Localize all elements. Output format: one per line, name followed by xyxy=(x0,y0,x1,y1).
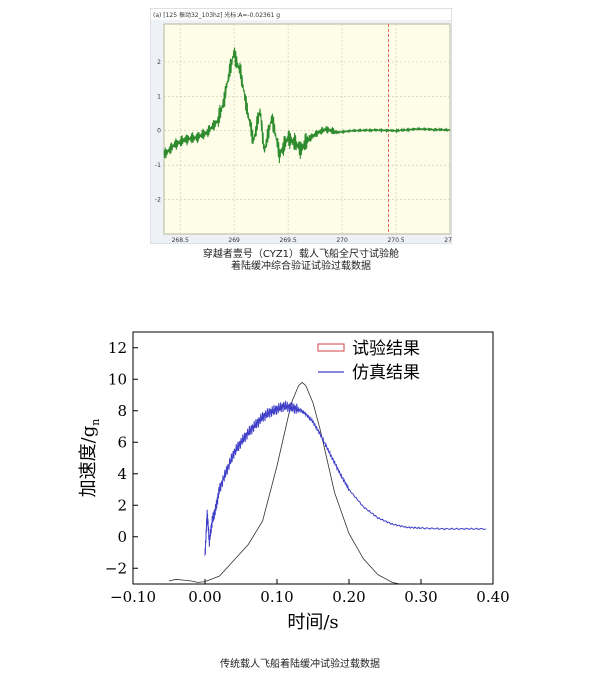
test-chart-header: (a) [125 振动32_103hz] 光标:A=-0.02361 g xyxy=(153,11,280,19)
caption-comparison-chart: 传统载人飞船着陆缓冲试验过载数据 xyxy=(220,659,380,670)
comparison-ticks: −0.10 0.00 0.10 0.20 0.30 0.40 12 10 8 6 4 2 0 −2 xyxy=(105,339,510,606)
y-tick-label: 4 xyxy=(117,465,127,483)
caption-test-chart: 穿越者壹号（CYZ1）载人飞船全尺寸试验舱 着陆缓冲综合验证试验过载数据 xyxy=(150,249,452,273)
test-xtick-label: 269.5 xyxy=(280,237,297,244)
caption-test-line2: 着陆缓冲综合验证试验过载数据 xyxy=(231,261,371,272)
legend-label: 仿真结果 xyxy=(352,363,420,383)
y-tick-label: −2 xyxy=(105,559,127,577)
test-xtick-label: 270 xyxy=(336,237,348,244)
test-xtick-label: 268.5 xyxy=(172,237,189,244)
y-tick-label: 12 xyxy=(108,339,127,357)
test-chart-header-bar xyxy=(151,9,451,20)
comparison-series xyxy=(168,381,486,585)
y-axis-label-subscript: n xyxy=(89,419,102,426)
svg-text:加速度/gn: 加速度/gn xyxy=(78,419,102,498)
test-ytick-label: -1 xyxy=(155,162,161,169)
x-tick-label: 0.40 xyxy=(476,588,509,606)
y-tick-label: 8 xyxy=(117,402,127,420)
test-ytick-label: 2 xyxy=(157,59,161,66)
x-tick-label: 0.00 xyxy=(188,588,221,606)
test-xtick-label: 269 xyxy=(228,237,240,244)
test-ytick-label: 0 xyxy=(157,128,161,135)
x-tick-label: 0.20 xyxy=(332,588,365,606)
y-tick-label: 0 xyxy=(117,528,127,546)
y-axis-label-main: 加速度/g xyxy=(78,426,99,498)
test-ticks: 268.5 269 269.5 270 270.5 271 2 1 0 -1 -2 xyxy=(155,59,456,244)
series-line-test-result xyxy=(168,381,400,585)
y-tick-label: 10 xyxy=(108,370,127,388)
x-tick-label: 0.10 xyxy=(260,588,293,606)
comparison-axes-frame xyxy=(132,331,494,585)
test-ytick-label: 1 xyxy=(157,93,161,100)
legend-swatch-test xyxy=(317,343,345,352)
y-axis-label: 加速度/gn xyxy=(78,419,102,498)
x-tick-label: 0.30 xyxy=(404,588,437,606)
test-series-line xyxy=(163,47,451,164)
comparison-chart-svg: −0.10 0.00 0.10 0.20 0.30 0.40 12 10 8 6 4 2 0 −2 试验结… xyxy=(78,331,510,633)
caption-test-line1: 穿越者壹号（CYZ1）载人飞船全尺寸试验舱 xyxy=(202,249,400,260)
x-tick-label: −0.10 xyxy=(110,588,156,606)
series-line-simulation-result xyxy=(204,400,486,556)
x-axis-label: 时间/s xyxy=(287,612,338,633)
test-grid xyxy=(164,24,451,234)
comparison-chart-panel: −0.10 0.00 0.10 0.20 0.30 0.40 12 10 8 6 4 2 0 −2 试验结… xyxy=(78,310,518,645)
legend-label: 试验结果 xyxy=(352,339,420,359)
test-ytick-label: -2 xyxy=(155,197,161,204)
test-xtick-label: 271 xyxy=(444,237,452,244)
test-xtick-label: 270.5 xyxy=(387,237,404,244)
y-tick-label: 2 xyxy=(117,496,127,514)
test-chart-panel: (a) [125 振动32_103hz] 光标:A=-0.02361 g 268… xyxy=(149,7,456,245)
y-tick-label: 6 xyxy=(117,433,127,451)
test-chart-svg: (a) [125 振动32_103hz] 光标:A=-0.02361 g 268… xyxy=(149,7,456,245)
